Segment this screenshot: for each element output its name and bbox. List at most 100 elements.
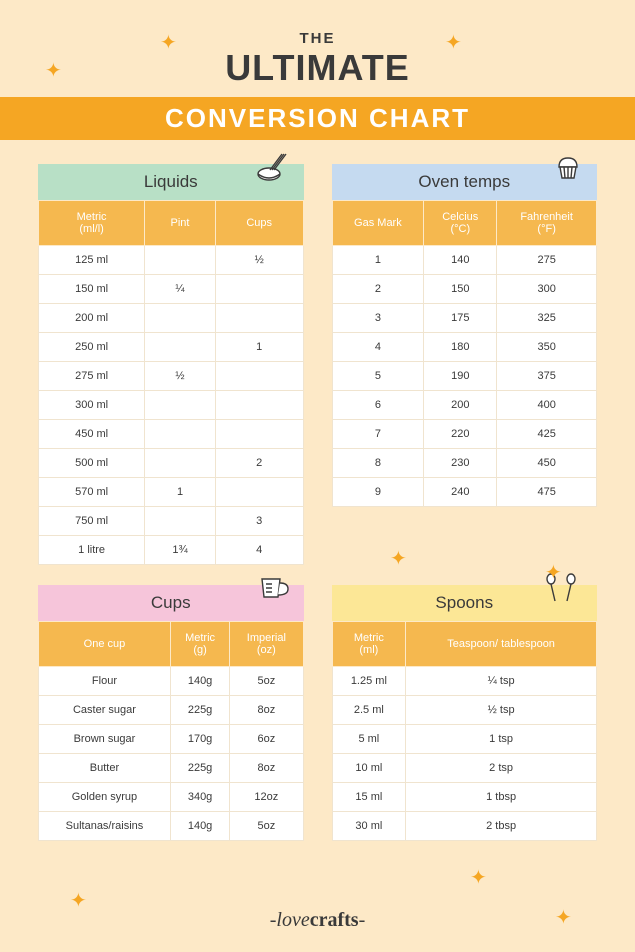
liquids-cell <box>215 391 303 420</box>
spoons-row: 2.5 ml½ tsp <box>332 696 597 725</box>
oven-cell: 175 <box>424 304 497 333</box>
spoons-cell: ¼ tsp <box>406 667 597 696</box>
oven-cell: 2 <box>332 275 424 304</box>
oven-cell: 325 <box>497 304 597 333</box>
cups-body: Flour140g5ozCaster sugar225g8ozBrown sug… <box>39 667 304 841</box>
spoons-row: 1.25 ml¼ tsp <box>332 667 597 696</box>
oven-cell: 350 <box>497 333 597 362</box>
liquids-cell: 150 ml <box>39 275 145 304</box>
spoons-header-row: Metric(ml)Teaspoon/ tablespoon <box>332 622 597 667</box>
liquids-cell: 1¾ <box>145 536 216 565</box>
oven-cell: 1 <box>332 246 424 275</box>
whisk-bowl-icon <box>254 152 290 187</box>
cups-cell: 5oz <box>230 667 303 696</box>
liquids-cell: 4 <box>215 536 303 565</box>
sparkle-icon: ✦ <box>70 888 87 913</box>
liquids-cell: 300 ml <box>39 391 145 420</box>
liquids-table-block: Liquids Metric(ml/l)PintCups 125 ml½150 … <box>38 164 304 565</box>
oven-row: 9240475 <box>332 478 597 507</box>
cups-cell: 140g <box>170 667 229 696</box>
liquids-cell <box>145 304 216 333</box>
oven-row: 5190375 <box>332 362 597 391</box>
spoons-row: 30 ml2 tbsp <box>332 812 597 841</box>
oven-cell: 425 <box>497 420 597 449</box>
cups-header-row: One cupMetric(g)Imperial(oz) <box>39 622 304 667</box>
cups-row: Flour140g5oz <box>39 667 304 696</box>
sparkle-icon: ✦ <box>545 560 562 585</box>
logo: -lovecrafts- <box>0 909 635 932</box>
liquids-cell: 275 ml <box>39 362 145 391</box>
liquids-cell: 500 ml <box>39 449 145 478</box>
spoons-cell: 1 tbsp <box>406 783 597 812</box>
spoons-table-block: Spoons Metric(ml)Teaspoon/ tablespoon 1.… <box>332 585 598 841</box>
oven-cell: 140 <box>424 246 497 275</box>
oven-header-row: Gas MarkCelcius(°C)Fahrenheit(°F) <box>332 201 597 246</box>
oven-row: 8230450 <box>332 449 597 478</box>
cups-cell: 170g <box>170 725 229 754</box>
sparkle-icon: ✦ <box>45 58 62 83</box>
cups-cell: Caster sugar <box>39 696 171 725</box>
title-banner: CONVERSION CHART <box>0 97 635 140</box>
liquids-row: 570 ml1 <box>39 478 304 507</box>
cups-cell: 8oz <box>230 754 303 783</box>
cups-cell: 340g <box>170 783 229 812</box>
liquids-cell <box>215 304 303 333</box>
cups-table-block: Cups One cupMetric(g)Imperial(oz) Flour1… <box>38 585 304 841</box>
cups-cell: Brown sugar <box>39 725 171 754</box>
oven-row: 2150300 <box>332 275 597 304</box>
spoons-row: 5 ml1 tsp <box>332 725 597 754</box>
spoons-table: Metric(ml)Teaspoon/ tablespoon 1.25 ml¼ … <box>332 621 598 841</box>
spoons-cell: 15 ml <box>332 783 406 812</box>
cups-cell: Golden syrup <box>39 783 171 812</box>
oven-col-2: Fahrenheit(°F) <box>497 201 597 246</box>
oven-cell: 180 <box>424 333 497 362</box>
spoons-cell: 2 tsp <box>406 754 597 783</box>
spoons-col-1: Teaspoon/ tablespoon <box>406 622 597 667</box>
oven-row: 3175325 <box>332 304 597 333</box>
spoons-cell: 5 ml <box>332 725 406 754</box>
oven-row: 4180350 <box>332 333 597 362</box>
title-ultimate: ULTIMATE <box>38 47 597 89</box>
oven-cell: 240 <box>424 478 497 507</box>
oven-cell: 230 <box>424 449 497 478</box>
oven-cell: 150 <box>424 275 497 304</box>
liquids-row: 250 ml1 <box>39 333 304 362</box>
cups-row: Brown sugar170g6oz <box>39 725 304 754</box>
liquids-row: 125 ml½ <box>39 246 304 275</box>
cups-row: Butter225g8oz <box>39 754 304 783</box>
spoons-cell: 1 tsp <box>406 725 597 754</box>
cups-cell: Flour <box>39 667 171 696</box>
oven-cell: 375 <box>497 362 597 391</box>
liquids-cell: 200 ml <box>39 304 145 333</box>
spoons-cell: ½ tsp <box>406 696 597 725</box>
cups-cell: 8oz <box>230 696 303 725</box>
oven-cell: 7 <box>332 420 424 449</box>
spoons-cell: 10 ml <box>332 754 406 783</box>
sparkle-icon: ✦ <box>160 30 177 55</box>
sparkle-icon: ✦ <box>390 546 407 571</box>
liquids-cell: ½ <box>145 362 216 391</box>
liquids-cell <box>145 391 216 420</box>
liquids-row: 150 ml¼ <box>39 275 304 304</box>
liquids-cell <box>215 275 303 304</box>
liquids-cell: 2 <box>215 449 303 478</box>
liquids-cell <box>215 362 303 391</box>
oven-cell: 220 <box>424 420 497 449</box>
liquids-cell <box>145 246 216 275</box>
liquids-cell: 250 ml <box>39 333 145 362</box>
cupcake-icon <box>553 152 583 187</box>
oven-table: Gas MarkCelcius(°C)Fahrenheit(°F) 11402 7… <box>332 200 598 507</box>
logo-post: - <box>359 909 366 931</box>
liquids-header-row: Metric(ml/l)PintCups <box>39 201 304 246</box>
liquids-cell <box>145 333 216 362</box>
cups-row: Golden syrup340g12oz <box>39 783 304 812</box>
liquids-cell: 750 ml <box>39 507 145 536</box>
cups-row: Sultanas/raisins140g5oz <box>39 812 304 841</box>
liquids-cell <box>145 507 216 536</box>
liquids-cell <box>145 449 216 478</box>
oven-col-0: Gas Mark <box>332 201 424 246</box>
liquids-cell: 570 ml <box>39 478 145 507</box>
cups-col-2: Imperial(oz) <box>230 622 303 667</box>
liquids-cell <box>215 478 303 507</box>
cups-cell: Butter <box>39 754 171 783</box>
